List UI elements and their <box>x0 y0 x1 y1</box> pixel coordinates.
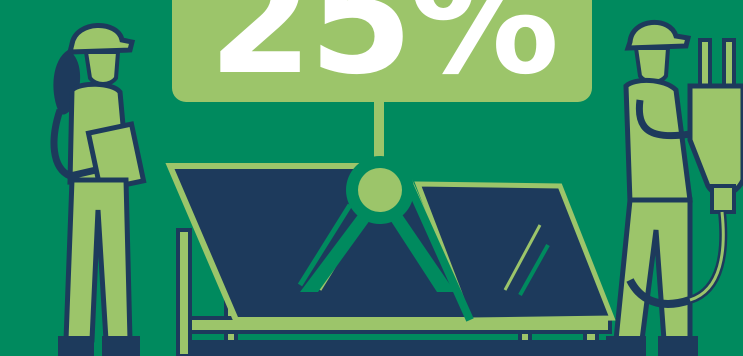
percentage-callout: 25% <box>172 0 592 102</box>
female-worker-icon <box>50 23 147 356</box>
male-worker-icon <box>606 20 698 356</box>
percentage-value: 25% <box>208 0 559 102</box>
callout-connector <box>374 100 384 160</box>
solar-panel-icon <box>165 156 616 356</box>
power-plug-icon <box>626 38 743 308</box>
